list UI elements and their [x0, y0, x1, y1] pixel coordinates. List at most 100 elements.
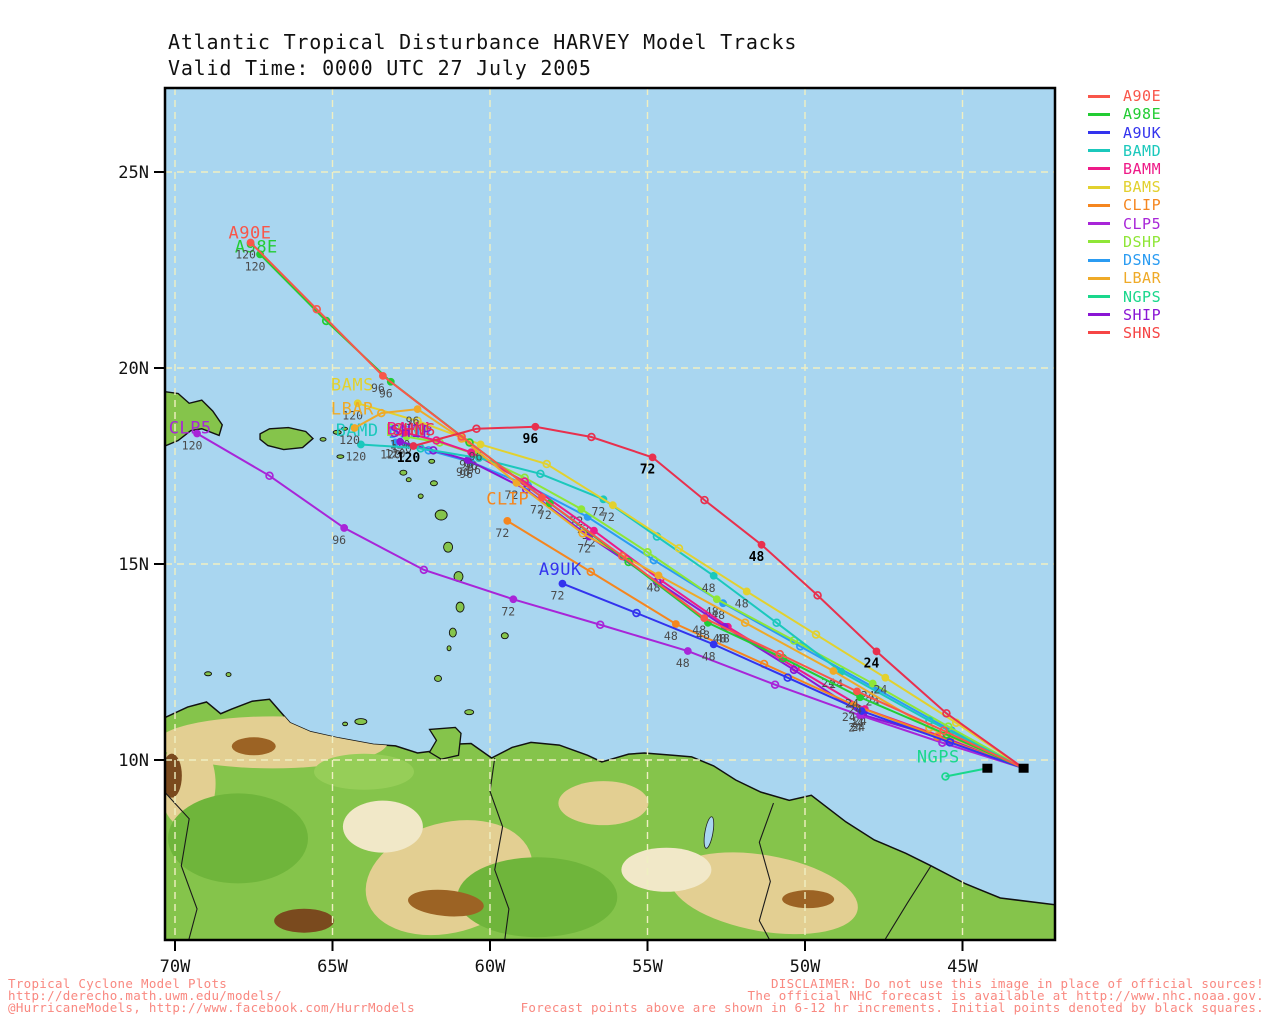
track-line-clp5: [196, 432, 1024, 770]
legend-swatch-a98e: [1088, 112, 1110, 116]
legend-swatch-ngps: [1088, 295, 1110, 299]
footer-social: @HurricaneModels, http://www.facebook.co…: [8, 1000, 415, 1015]
forecast-point-a9uk-24h: [857, 707, 866, 715]
hour-label-lbar-120: 120: [339, 433, 360, 447]
legend-label: SHIP: [1123, 305, 1162, 324]
x-axis-label-45w: 45W: [947, 957, 978, 977]
forecast-point-lbar-24h: [829, 667, 838, 675]
legend-item-clp5: CLP5: [1088, 215, 1268, 233]
forecast-point-bamd-84h: [536, 469, 545, 479]
forecast-point-shns-60h: [700, 495, 709, 505]
forecast-point-clip-48h: [671, 620, 680, 628]
hour-label-a9uk-48: 48: [702, 649, 716, 663]
terrain-patch: [231, 737, 276, 756]
legend-swatch-ship: [1088, 313, 1110, 317]
legend-swatch-clip: [1088, 203, 1110, 207]
legend-item-ship: SHIP: [1088, 306, 1268, 324]
hour-label-bamd-96: 96: [467, 463, 481, 477]
island: [434, 675, 442, 682]
legend-swatch-bamd: [1088, 149, 1110, 153]
model-name-label-a90e: A90E: [229, 224, 272, 244]
forecast-point-lbar-108h: [377, 408, 386, 418]
landmass-puerto-rico: [259, 426, 315, 451]
forecast-point-clp5-84h: [419, 565, 429, 575]
legend-item-bamm: BAMM: [1088, 160, 1268, 178]
legend-item-dshp: DSHP: [1088, 233, 1268, 251]
legend-label: A9UK: [1123, 123, 1162, 142]
legend-swatch-dshp: [1088, 240, 1110, 244]
forecast-point-bamd-36h: [772, 618, 781, 628]
forecast-point-dshp-72h: [577, 505, 586, 514]
legend-label: SHNS: [1123, 323, 1162, 342]
track-line-a90e: [249, 241, 1025, 770]
landmass-hispaniola: [165, 390, 224, 447]
legend-item-bams: BAMS: [1088, 178, 1268, 196]
legend-swatch-bamm: [1088, 167, 1110, 171]
model-name-label-ngps: NGPS: [917, 748, 960, 768]
island: [319, 437, 327, 442]
hour-label-bams-24: 24: [873, 683, 887, 697]
island: [405, 477, 412, 483]
landmass-trinidad: [428, 726, 462, 760]
forecast-point-bams-60h: [674, 544, 684, 553]
country-border: [489, 757, 510, 940]
forecast-point-a90e-120h: [246, 238, 255, 247]
y-axis-label-20n: 20N: [118, 359, 149, 379]
model-legend: A90E A98E A9UK BAMD BAMM BAMS CLIP CLP5 DSHP DSNS…: [1088, 87, 1268, 342]
hour-label-bamd-72: 72: [591, 504, 605, 518]
hour-label-lbar-96: 96: [406, 414, 420, 428]
hour-label-bams-120: 120: [342, 408, 363, 422]
footer-url: http://derecho.math.uwm.edu/models/: [8, 988, 282, 1003]
forecast-point-clp5-108h: [265, 471, 274, 481]
track-line-lbar: [354, 408, 1025, 770]
forecast-point-a90e-108h: [312, 304, 322, 314]
hour-label-bamm-48: 48: [716, 632, 730, 646]
legend-swatch-dsns: [1088, 258, 1110, 262]
legend-item-bamd: BAMD: [1088, 142, 1268, 160]
model-name-label-shns: SHNS: [393, 420, 436, 440]
hour-label-a98e-96: 96: [379, 387, 393, 401]
forecast-point-a9uk-12h: [945, 738, 955, 747]
model-name-label-bamd: BAMD: [336, 421, 379, 441]
forecast-point-clip-60h: [586, 567, 596, 577]
terrain-patch: [408, 889, 484, 917]
x-axis-label-50w: 50W: [790, 957, 821, 977]
legend-label: LBAR: [1123, 269, 1162, 288]
model-name-label-clp5: CLP5: [169, 418, 212, 438]
initial-point-square: [1018, 763, 1029, 773]
y-axis-label-25n: 25N: [118, 163, 149, 183]
model-name-label-clip: CLIP: [486, 489, 529, 509]
terrain-patch: [457, 857, 618, 938]
track-line-bamd: [360, 443, 1025, 770]
forecast-point-clp5-96h: [340, 524, 349, 532]
forecast-point-shns-48h: [757, 540, 766, 549]
hour-label-ship-24: 24: [851, 720, 865, 734]
forecast-point-bamm-96h: [467, 448, 476, 457]
island: [332, 429, 342, 435]
forecast-point-shns-72h: [648, 453, 657, 462]
legend-label: DSNS: [1123, 251, 1162, 270]
hour-label-clp5-96: 96: [332, 533, 346, 547]
legend-label: CLIP: [1123, 196, 1162, 215]
hour-label-bams-48: 48: [735, 596, 749, 610]
terrain-patch: [168, 793, 308, 884]
legend-item-a90e: A90E: [1088, 87, 1268, 105]
legend-label: DSHP: [1123, 232, 1162, 251]
x-axis-label-70w: 70W: [160, 957, 191, 977]
legend-item-ngps: NGPS: [1088, 287, 1268, 306]
terrain-patch: [670, 852, 858, 935]
legend-item-clip: CLIP: [1088, 196, 1268, 214]
terrain-patch: [165, 753, 182, 798]
hour-label-shns-72: 72: [640, 462, 656, 477]
hour-label-a98e-72: 72: [538, 508, 552, 522]
hour-label-bamd-48: 48: [702, 581, 716, 595]
initial-point-square: [982, 763, 993, 773]
track-line-dsns: [395, 441, 1025, 770]
legend-swatch-lbar: [1088, 276, 1110, 280]
island: [204, 671, 213, 677]
hour-label-clp5-24: 24: [848, 720, 862, 734]
chart-title: Atlantic Tropical Disturbance HARVEY Mod…: [168, 30, 798, 54]
forecast-point-clp5-120h: [193, 429, 201, 438]
